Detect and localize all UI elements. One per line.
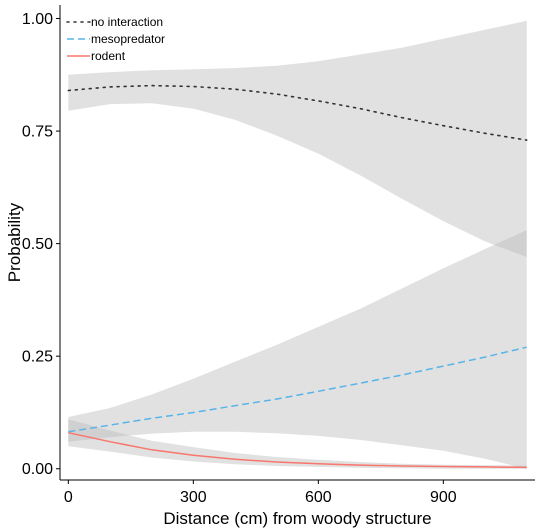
x-axis-title: Distance (cm) from woody structure: [163, 509, 431, 528]
series-line-rodent: [68, 431, 527, 469]
legend-label: mesopredator: [91, 32, 165, 46]
legend: no interaction mesopredator rodent: [66, 15, 165, 63]
y-tick-label: 0.00: [22, 461, 53, 478]
confidence-ribbons: [68, 20, 527, 469]
x-tick-label: 0: [64, 489, 73, 506]
ci-ribbon-mesopredator: [68, 230, 527, 469]
x-tick-label: 300: [180, 489, 207, 506]
y-tick-label: 0.50: [22, 236, 53, 253]
axes: 0.00 0.25 0.50 0.75 1.00 0 300 600 900: [22, 5, 535, 506]
series-lines: [67, 84, 528, 469]
y-tick-label: 0.25: [22, 349, 53, 366]
y-tick-label: 0.75: [22, 124, 53, 141]
series-line-mesopredator: [68, 346, 527, 433]
x-tick-label: 600: [305, 489, 332, 506]
legend-label: rodent: [91, 49, 126, 63]
series-line-no-interaction: [67, 84, 528, 141]
ci-ribbon-rodent: [68, 419, 527, 469]
ci-ribbon-no-interaction: [68, 20, 527, 258]
legend-label: no interaction: [91, 15, 163, 29]
y-tick-label: 1.00: [22, 11, 53, 28]
x-tick-label: 900: [430, 489, 457, 506]
y-axis-title: Probability: [5, 202, 24, 282]
